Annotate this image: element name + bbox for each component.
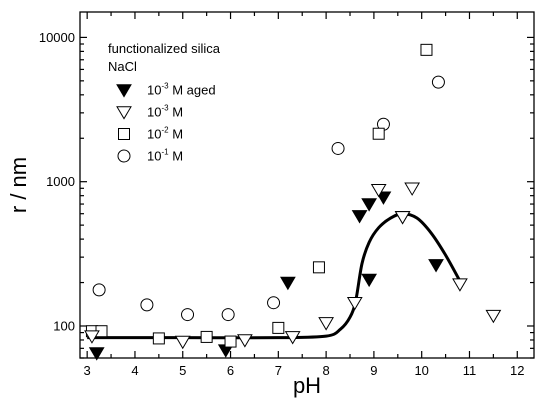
data-point-open-circle	[181, 308, 195, 322]
data-point-open-triangle-down	[370, 183, 387, 198]
data-point-filled-triangle-down	[88, 347, 105, 361]
plot-area-frame	[79, 11, 535, 359]
legend-title-line-1: functionalized silica	[108, 41, 221, 56]
legend-entries: 10-3 M aged 10-3 M 10-2 M 10-1 M	[116, 82, 216, 164]
data-point-open-square	[272, 321, 285, 334]
data-point-filled-triangle-down	[361, 198, 378, 212]
x-tick-labels: 3 4 5 6 7 8 9 10 11 12	[84, 363, 525, 378]
y-axis-title: r / nm	[6, 157, 31, 213]
data-point-open-triangle-down	[485, 309, 502, 324]
data-point-open-triangle-down	[236, 334, 253, 348]
data-point-open-triangle-down	[318, 317, 334, 331]
data-point-filled-triangle-down	[428, 259, 444, 273]
legend: functionalized silica NaCl 10-3 M aged10…	[108, 41, 221, 164]
data-point-open-circle	[267, 296, 281, 310]
legend-label: 10-3 M aged	[147, 82, 216, 98]
data-point-open-square	[200, 330, 213, 343]
legend-label: 10-3 M	[147, 104, 183, 120]
legend-marker-open-square	[118, 128, 130, 140]
data-point-open-square	[224, 335, 237, 348]
y-tick-label: 1000	[46, 174, 75, 189]
x-tick-label: 11	[463, 363, 477, 378]
data-point-open-circle	[431, 75, 445, 89]
x-tick-label: 12	[510, 363, 524, 378]
x-tick-label: 9	[370, 363, 377, 378]
data-point-open-triangle-down	[174, 335, 191, 350]
data-point-open-triangle-down	[452, 278, 468, 292]
data-point-filled-triangle-down	[361, 273, 378, 288]
data-point-open-triangle-down	[346, 296, 363, 311]
data-point-open-triangle-down	[84, 330, 100, 344]
legend-marker-open-triangle-down	[116, 106, 132, 120]
legend-title-line-2: NaCl	[108, 59, 137, 74]
data-point-open-circle	[221, 308, 235, 322]
data-point-open-square	[152, 332, 165, 345]
data-point-open-triangle-down	[284, 331, 301, 345]
x-tick-label: 10	[414, 363, 428, 378]
fit-curve	[87, 212, 462, 340]
data-markers	[84, 43, 502, 361]
legend-marker-filled-triangle-down	[116, 84, 132, 98]
legend-label: 10-1 M	[147, 148, 183, 164]
data-point-open-circle	[331, 141, 345, 155]
data-point-open-triangle-down	[404, 182, 421, 196]
x-tick-label: 4	[131, 363, 138, 378]
x-tick-label: 3	[84, 363, 91, 378]
data-point-open-square	[372, 127, 385, 140]
data-point-filled-triangle-down	[351, 210, 368, 224]
axis-ticks	[80, 12, 534, 359]
legend-label: 10-2 M	[147, 126, 183, 142]
data-point-filled-triangle-down	[280, 276, 296, 291]
legend-marker-open-circle	[117, 149, 131, 163]
data-point-open-triangle-down	[394, 211, 411, 225]
data-point-open-circle	[140, 298, 154, 312]
x-tick-label: 7	[275, 363, 282, 378]
y-tick-label: 100	[53, 318, 75, 333]
data-point-open-circle	[92, 283, 106, 297]
x-tick-label: 8	[322, 363, 329, 378]
data-point-open-square	[420, 43, 433, 56]
y-tick-labels: 100 1000 10000	[39, 30, 75, 334]
y-tick-label: 10000	[39, 30, 75, 45]
x-axis-title: pH	[293, 373, 321, 398]
x-tick-label: 5	[179, 363, 186, 378]
data-point-open-square	[312, 261, 325, 274]
x-tick-label: 6	[227, 363, 234, 378]
